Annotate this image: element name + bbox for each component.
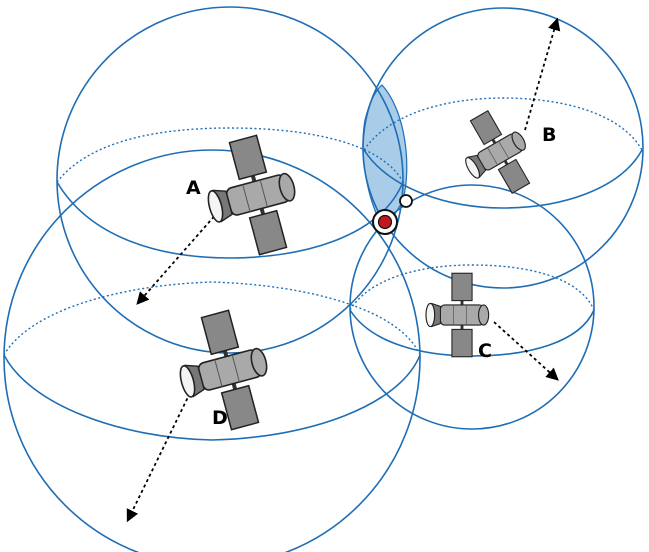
range-arrow-c — [493, 321, 559, 381]
sphere-b-equator-front — [363, 149, 643, 209]
satellite-icon — [446, 101, 546, 208]
sphere-d — [3, 149, 421, 552]
sphere-b-equator-back — [363, 97, 643, 151]
sphere-b-outline — [362, 7, 644, 289]
sphere-c-equator-back — [349, 264, 595, 311]
sphere-d-equator-front — [3, 354, 421, 441]
sphere-a-outline — [56, 6, 404, 354]
satellite-label-a: A — [186, 177, 201, 199]
sphere-d-equator-back — [3, 281, 421, 356]
range-arrow-b — [524, 17, 561, 131]
range-arrow-d — [126, 392, 191, 523]
sphere-a-equator-back — [56, 127, 404, 183]
range-arrow-a — [136, 211, 219, 305]
satellite-label-c: C — [478, 340, 492, 362]
receiver-position-icon — [372, 209, 398, 235]
satellite-label-d: D — [212, 407, 228, 429]
sphere-c-outline — [349, 184, 595, 430]
sphere-d-outline — [3, 149, 421, 552]
satellite-label-b: B — [542, 124, 556, 146]
alternate-solution-icon — [399, 194, 413, 208]
sphere-a — [56, 6, 404, 354]
sphere-b — [362, 7, 644, 289]
sphere-a-equator-front — [56, 181, 404, 259]
